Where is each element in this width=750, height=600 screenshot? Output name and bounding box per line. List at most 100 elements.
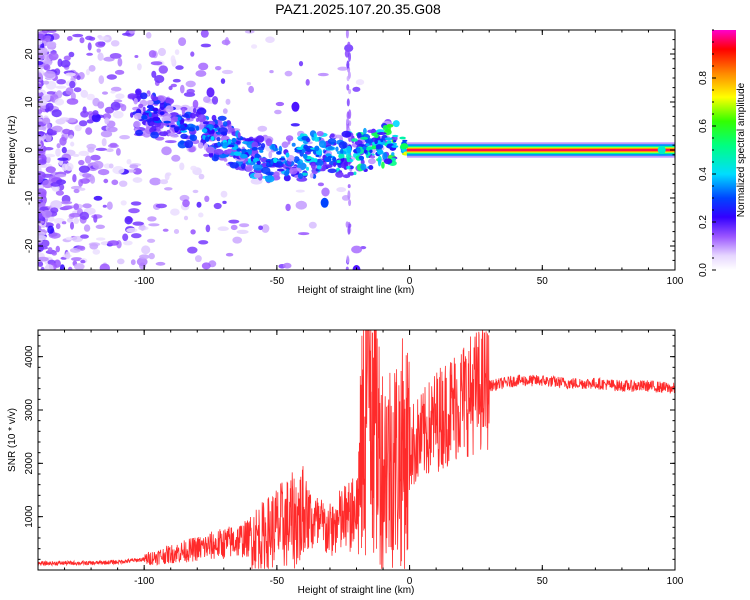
spectrogram-cell xyxy=(248,150,252,155)
spectrogram-cell xyxy=(332,156,337,162)
spectrogram-cell xyxy=(180,84,185,94)
spectrogram-cell xyxy=(73,87,82,93)
y-tick-label: 3000 xyxy=(24,398,35,421)
spectrogram-cell xyxy=(360,163,367,171)
spectrogram-cell xyxy=(102,204,107,208)
spectrogram-cell xyxy=(38,92,44,96)
spectrogram-cell xyxy=(201,262,211,270)
spectrogram-cell xyxy=(251,44,258,49)
spectrogram-cell xyxy=(190,51,195,57)
spectrogram-cell xyxy=(98,36,110,41)
spectrogram-cell xyxy=(285,203,291,212)
spectrogram-cell xyxy=(170,124,176,128)
spectrogram-cell xyxy=(174,49,180,55)
spectrogram-cell xyxy=(119,135,130,140)
spectrogram-cell xyxy=(256,160,261,165)
spectrogram-cell xyxy=(72,33,84,38)
spectrogram-cell xyxy=(297,161,301,165)
spectrogram-cell xyxy=(70,185,82,190)
spectrogram-cell xyxy=(236,229,249,234)
spectrogram-cell xyxy=(355,79,365,86)
spectrogram-cell xyxy=(167,132,176,137)
spectrogram-cell xyxy=(274,162,280,168)
spectrogram-cell xyxy=(107,240,120,246)
spectrogram-cell xyxy=(352,86,361,92)
spectrogram-cell xyxy=(119,180,128,187)
spectrogram-cell xyxy=(203,96,211,103)
colorbar-tick-label: 0.2 xyxy=(698,215,709,229)
spectrogram-cell xyxy=(204,195,210,202)
spectrogram-cell xyxy=(97,169,110,176)
spectrogram-cell xyxy=(296,147,305,150)
spectrogram-cell xyxy=(65,162,74,171)
spectrogram-cell xyxy=(222,142,230,147)
spectrogram-cell xyxy=(301,148,306,153)
snr-xlabel: Height of straight line (km) xyxy=(298,585,415,596)
spectrogram-cell xyxy=(63,55,71,61)
spectrogram-cell xyxy=(158,47,166,57)
spectrogram-cell xyxy=(102,113,112,120)
spectrogram-cell xyxy=(146,105,154,109)
spectrogram-cell xyxy=(230,224,238,231)
spectrogram-cell xyxy=(257,125,268,132)
spectrogram-cell xyxy=(208,152,214,158)
spectrogram-cell xyxy=(117,258,125,265)
spectrogram-cell xyxy=(375,144,381,149)
spectrogram-cell xyxy=(274,109,282,115)
spectrogram-cell xyxy=(132,221,144,226)
spectrogram-cell xyxy=(197,114,207,123)
spectrogram-cell xyxy=(96,48,101,53)
spectrogram-carrier-band xyxy=(406,149,675,151)
spectrogram-cell xyxy=(60,60,71,68)
spectrogram-cell xyxy=(122,32,131,36)
spectrogram-cell xyxy=(148,112,152,118)
spectrogram-cell xyxy=(65,87,74,95)
spectrogram-cell xyxy=(67,217,73,223)
spectrogram-cell xyxy=(165,105,174,113)
spectrogram-cell xyxy=(219,153,227,159)
y-tick-label: 10 xyxy=(24,96,35,108)
spectrogram-cell xyxy=(71,235,83,243)
spectrogram-cell xyxy=(152,116,161,121)
spectrogram-cell xyxy=(48,232,61,239)
spectrogram-cell xyxy=(346,60,350,69)
spectrogram-cell xyxy=(112,166,125,175)
x-tick-label: 100 xyxy=(667,276,684,287)
spectrogram-cell xyxy=(133,120,141,128)
spectrogram-cell xyxy=(376,132,387,135)
spectrogram-cell xyxy=(129,164,139,169)
spectrogram-cell xyxy=(162,228,169,232)
spectrogram-cell xyxy=(101,138,107,147)
spectrogram-cell xyxy=(67,36,73,41)
spectrogram-cell xyxy=(345,266,349,270)
spectrogram-cell xyxy=(78,165,90,173)
spectrogram-cell xyxy=(163,120,172,124)
spectrogram-cell xyxy=(45,102,54,112)
spectrogram-cell xyxy=(346,84,350,91)
spectrogram-cell xyxy=(135,129,144,136)
x-tick-label: 100 xyxy=(667,576,684,587)
spectrogram-cell xyxy=(65,251,71,260)
spectrogram-cell xyxy=(233,155,237,159)
spectrogram-cell xyxy=(252,163,263,171)
spectrogram-cell xyxy=(74,124,82,132)
spectrogram-cell xyxy=(383,158,393,165)
spectrogram-cell xyxy=(55,148,61,157)
spectrogram-cell xyxy=(72,153,80,157)
spectrogram-cell xyxy=(184,140,194,148)
spectrogram-cell xyxy=(100,130,113,138)
spectrogram-cell xyxy=(362,146,367,150)
spectrogram-cell xyxy=(130,259,136,266)
spectrogram-cell xyxy=(89,175,96,184)
spectrogram-cell xyxy=(270,159,274,165)
spectrogram-cell xyxy=(192,99,199,109)
spectrogram-cell xyxy=(88,36,96,41)
spectrogram-cell xyxy=(318,140,327,148)
spectrogram-cell xyxy=(131,233,142,239)
spectrogram-cell xyxy=(187,123,195,129)
spectrogram-cell xyxy=(38,261,44,267)
spectrogram-cell xyxy=(127,93,137,99)
spectrogram-cell xyxy=(356,148,361,154)
spectrogram-cell xyxy=(314,145,320,152)
spectrogram-cell xyxy=(152,96,159,101)
